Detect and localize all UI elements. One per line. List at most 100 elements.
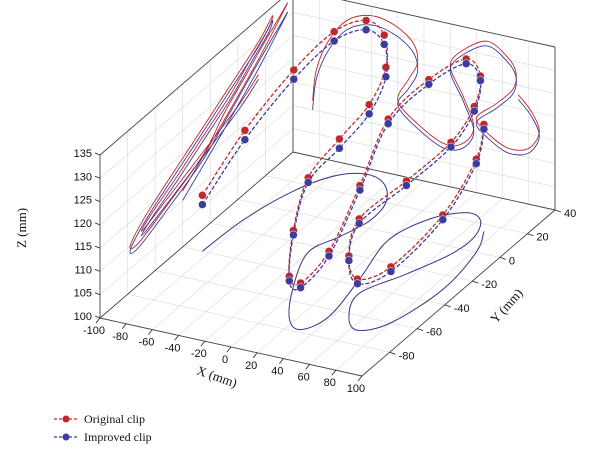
x-tick-mark [200,340,206,347]
data-point-improved [198,200,207,209]
data-point-improved [461,59,471,68]
back-wall-grid-line [292,11,556,71]
y-tick-label: -60 [426,327,442,339]
series-original [198,16,489,288]
data-point-improved [289,74,299,84]
x-tick-label: 100 [347,383,365,395]
data-point-improved [285,276,294,286]
floor-grid-line [127,293,390,353]
y-tick-label: 20 [536,232,548,244]
z-tick-label: 120 [74,218,92,230]
x-tick-mark [252,352,258,359]
x-tick-label: -20 [191,348,207,360]
y-tick-mark [417,328,424,331]
data-point-improved [379,40,389,49]
left-wall-projection-original [129,2,288,250]
x-tick-mark [95,317,101,324]
floor-grid-line [155,270,418,329]
left-wall-projection-improved [129,11,288,254]
data-point-improved [354,219,364,228]
data-point-original [364,100,374,109]
data-point-improved [353,279,362,288]
z-tick-mark [94,222,101,226]
z-axis-label: Z (mm) [14,208,29,248]
floor-grid-line [210,222,473,282]
y-tick-mark [527,233,534,237]
x-axis-label: X (mm) [195,363,239,391]
x-tick-label: 80 [324,377,336,389]
data-point-improved [402,181,411,190]
left-wall-grid-line [99,0,281,156]
floor-grid-line [204,174,398,342]
trajectory-line-original [201,19,485,286]
floor-edge [99,151,294,319]
data-point-original [289,65,299,75]
floor-grid-line [237,199,500,258]
left-wall-grid-line [99,35,294,202]
data-point-improved [479,124,489,134]
data-point-improved [324,251,334,261]
y-tick-mark [554,209,562,213]
data-point-original [381,63,391,72]
data-point-original [335,134,344,144]
z-tick-label: 130 [74,171,92,183]
floor-grid-line [257,186,451,354]
tick-layer: -100 -80 -60 -40 -20 0 20 40 60 80 100 -80 -60 -40 -20… [74,148,577,395]
back-wall-grid-line [292,81,556,141]
data-point-improved [383,119,393,128]
frame-layer [99,0,556,377]
y-tick-mark [472,280,479,284]
data-point-improved [344,256,354,265]
x-tick-mark [331,369,337,376]
y-tick-label: 0 [509,255,515,267]
x-tick-label: -40 [165,342,181,354]
series-layer [198,16,489,292]
data-point-original [379,30,389,40]
back-wall-grid-line [292,35,556,94]
z-tick-label: 105 [74,288,92,300]
floor-grid-line [152,163,346,330]
floor-grid-line [126,157,320,325]
data-point-improved [335,144,344,153]
y-axis-label: Y (mm) [487,285,526,326]
data-point-improved [355,185,365,195]
legend-item-improved: Improved clip [54,430,152,444]
x-tick-mark [357,375,363,382]
x-tick-mark [226,346,232,353]
x-tick-label: 40 [271,366,283,378]
x-tick-mark [305,364,310,370]
data-point-improved [424,80,434,89]
data-point-improved [329,36,339,46]
y-tick-label: 40 [564,208,576,220]
y-tick-label: -40 [454,303,470,315]
x-tick-mark [279,358,284,364]
legend-marker-improved [62,433,70,441]
y-axis-line [361,209,556,377]
z-tick-label: 110 [74,264,92,276]
x-tick-label: 60 [297,371,309,383]
x-tick-mark [121,323,127,330]
grid-layer [99,0,556,377]
data-point-original [361,16,371,25]
floor-grid-line [309,198,503,365]
legend-label-improved: Improved clip [84,430,152,444]
left-wall-grid-line [99,12,294,179]
x-tick-mark [174,335,179,341]
z-tick-label: 125 [74,195,92,207]
data-point-improved [361,25,371,35]
data-point-improved [381,72,391,81]
data-point-improved [472,159,481,168]
z-tick-label: 135 [74,148,92,160]
z-tick-mark [94,199,101,202]
data-point-improved [470,106,479,116]
back-wall-projection-original [312,14,540,151]
data-point-improved [240,135,250,144]
legend: Original clip Improved clip [54,412,152,444]
legend-marker-original [62,415,70,423]
data-point-improved [303,178,313,187]
z-tick-mark [94,245,101,249]
z-tick-mark [94,175,101,179]
x-tick-mark [148,329,153,335]
data-point-improved [476,76,485,85]
